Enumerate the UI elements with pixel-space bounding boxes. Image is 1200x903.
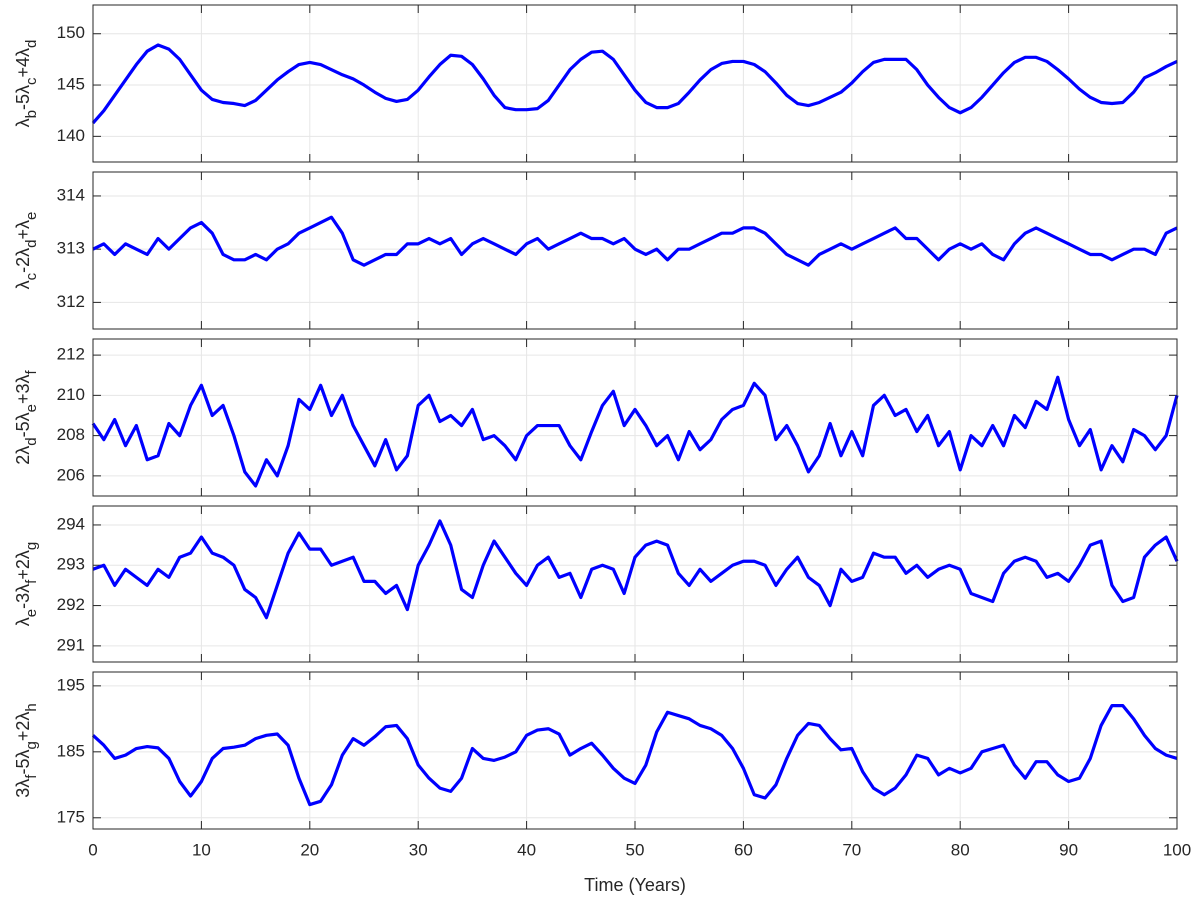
y-axis-label-part: c [23,272,40,280]
y-axis-label-part: g [23,542,40,550]
y-axis-label-part: +2λ [13,712,33,742]
y-axis-label: 2λd-5λe+3λf [13,369,41,464]
axes-frame [92,171,1178,330]
axes-frame [92,338,1178,497]
data-line [92,215,1178,267]
y-tick-label: 175 [57,807,85,826]
y-axis-label-part: 3λ [13,779,33,798]
axes-frame [92,4,1178,163]
y-axis-label-part: b [23,110,40,118]
x-tick-label: 90 [1059,840,1078,859]
y-axis-label: λb-5λc+4λd [13,40,41,128]
y-axis-label-part: -5λ [13,85,33,110]
y-axis-label-part: +2λ [13,550,33,580]
y-axis-label-part: d [23,240,40,248]
x-tick-label: 80 [951,840,970,859]
data-line [91,704,1178,807]
y-tick-label: 291 [57,635,85,654]
y-tick-label: 145 [57,75,85,94]
x-tick-label: 40 [517,840,536,859]
y-axis-label-part: c [23,77,40,85]
x-tick-label: 60 [734,840,753,859]
subplot: 0 10 20 30 40 50 60 70 80 90 100 175 185 195 3λf-5λg+2… [13,671,1191,895]
y-axis-label: λc-2λd+λe [13,212,41,290]
y-axis-label-part: +λ [13,220,33,240]
y-axis-label-part: -2λ [13,248,33,273]
axes-frame [92,671,1178,830]
y-axis-label-part: g [23,741,40,749]
y-axis-label-part: f [23,369,40,374]
y-axis-label-part: -5λ [13,412,33,437]
y-axis-label-part: e [23,404,40,412]
y-tick-label: 185 [57,741,85,760]
y-tick-label: 195 [57,675,85,694]
y-axis-label-part: -5λ [13,750,33,775]
y-axis-label-part: +4λ [13,48,33,78]
y-axis-label-part: f [23,579,40,584]
x-tick-label: 0 [88,840,97,859]
x-tick-label: 100 [1163,840,1191,859]
x-axis-label: Time (Years) [584,875,686,895]
y-tick-label: 206 [57,465,85,484]
x-tick-label: 20 [300,840,319,859]
y-tick-label: 208 [57,425,85,444]
y-axis-label-part: +3λ [13,374,33,404]
y-tick-label: 140 [57,126,85,145]
data-line [91,43,1178,125]
x-tick-label: 70 [842,840,861,859]
y-axis-label-part: λ [13,280,33,289]
y-tick-label: 212 [57,345,85,364]
y-tick-label: 312 [57,292,85,311]
y-tick-label: 210 [57,385,85,404]
axes-frame [92,505,1178,663]
y-axis-label-part: d [23,40,40,48]
subplot: 291 292 293 294 λe-3λf+2λg [13,505,1179,663]
y-axis-label-part: h [23,703,40,711]
subplot: 312 313 314 λc-2λd+λe [13,171,1178,330]
y-axis-label-part: -3λ [13,584,33,609]
y-axis-label: λe-3λf+2λg [13,542,41,626]
y-tick-label: 313 [57,239,85,258]
y-axis-label-part: λ [13,617,33,626]
x-tick-label: 50 [626,840,645,859]
y-axis-label-part: d [23,437,40,445]
subplot: 206 208 210 212 2λd-5λe+3λf [13,338,1179,497]
y-axis-label: 3λf-5λg+2λh [13,703,41,797]
y-axis-label-part: e [23,609,40,617]
y-tick-label: 314 [57,185,85,204]
data-line [91,375,1179,488]
y-tick-label: 293 [57,555,85,574]
subplot: 140 145 150 λb-5λc+4λd [13,4,1178,163]
y-axis-label-part: f [23,774,40,779]
x-tick-label: 30 [409,840,428,859]
y-axis-label-part: 2λ [13,446,33,465]
y-axis-label-part: λ [13,118,33,127]
data-line [92,519,1179,620]
y-axis-label-part: e [23,212,40,220]
y-tick-label: 292 [57,595,85,614]
x-tick-label: 10 [192,840,211,859]
y-tick-label: 150 [57,23,85,42]
y-tick-label: 294 [57,514,85,533]
